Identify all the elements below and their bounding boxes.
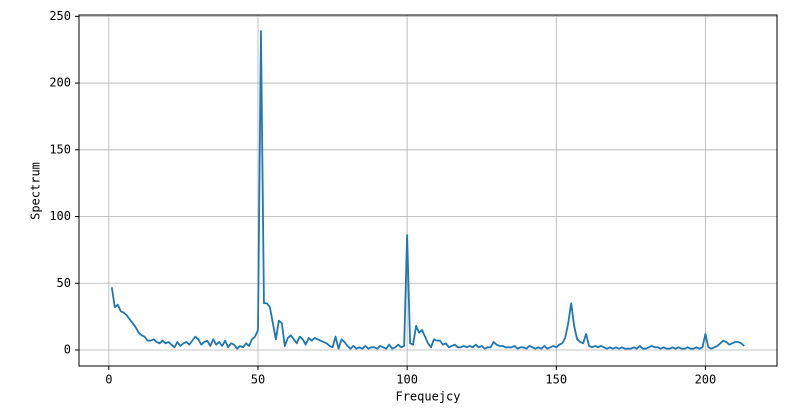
x-tick-label: 200 [695,373,717,387]
data-line [110,30,745,350]
y-tick-label: 100 [49,209,71,223]
x-axis-label: Frequejcy [395,390,460,404]
x-tick-label: 0 [105,373,112,387]
x-tick-label: 100 [396,373,418,387]
x-tick-label: 150 [545,373,567,387]
y-tick-label: 200 [49,76,71,90]
y-tick-label: 50 [57,276,71,290]
y-tick-label: 150 [49,142,71,156]
plot-frame [78,14,778,367]
y-tick-label: 0 [64,342,71,356]
y-axis-label: Spectrum [29,162,43,220]
x-tick-label: 50 [251,373,265,387]
y-tick-label: 250 [49,9,71,23]
